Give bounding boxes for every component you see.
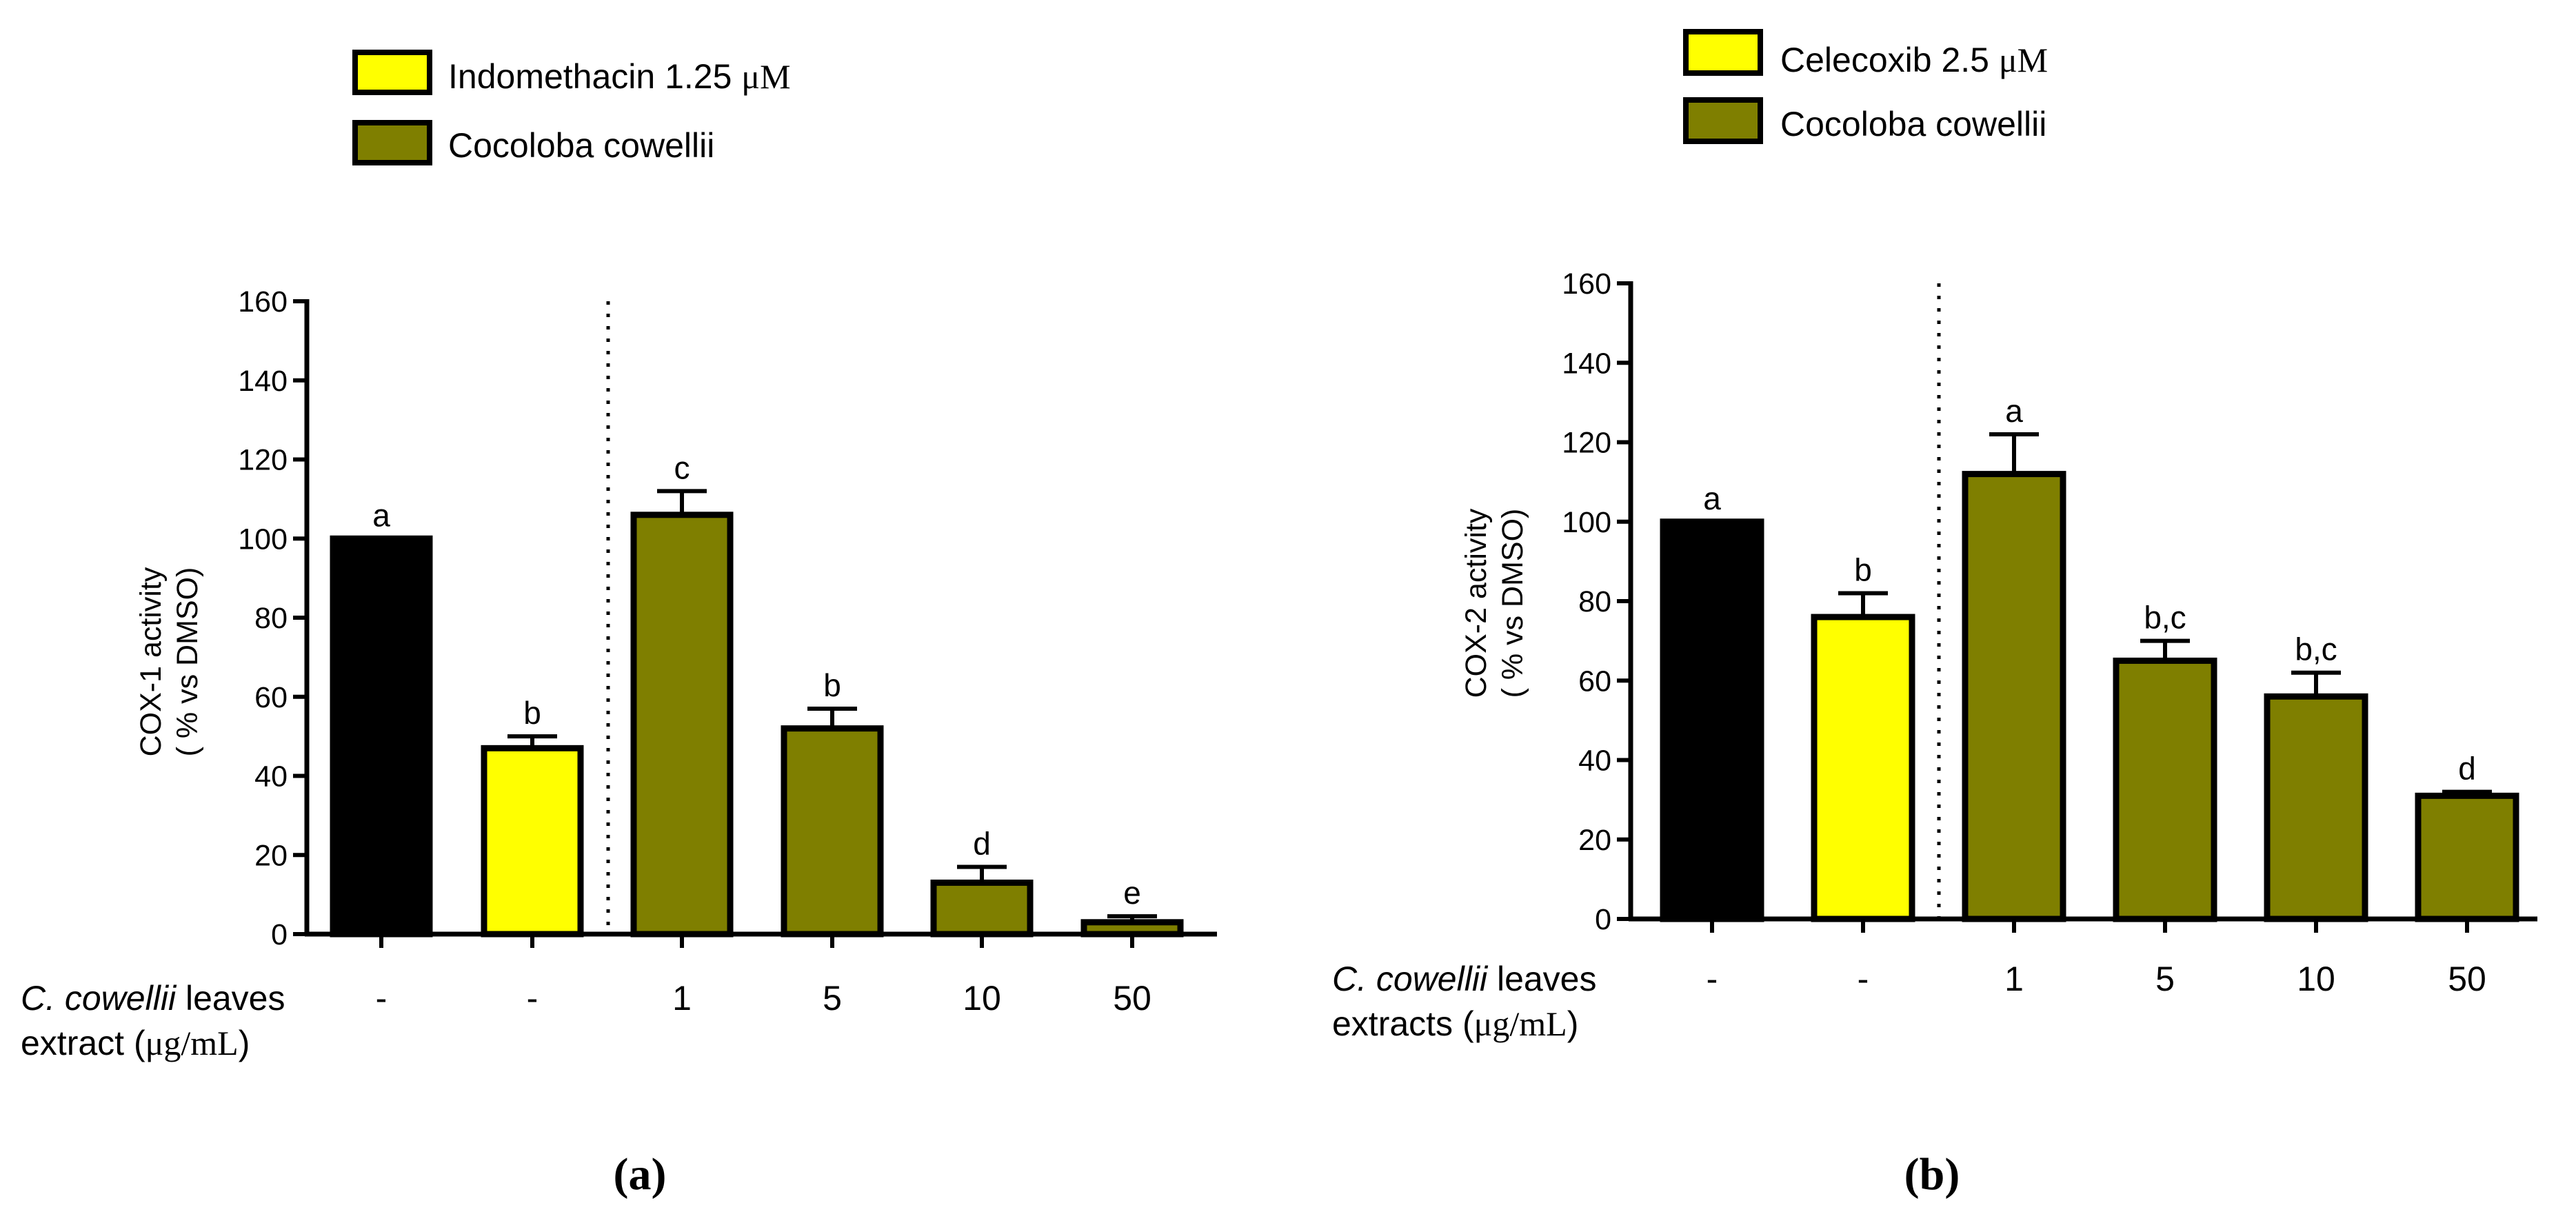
y-tick-label-b: 140 [1562, 347, 1611, 380]
bar-a [481, 745, 584, 938]
y-tick-label-a: 140 [238, 365, 288, 398]
significance-letter-b: d [2458, 751, 2476, 787]
legend-b-swatch-0 [1683, 29, 1763, 76]
x-tick-label-b: 50 [2448, 960, 2486, 998]
y-tick-label-b: 160 [1562, 267, 1611, 301]
significance-letter-a: a [372, 497, 390, 533]
x-tick-label-b: 5 [2155, 960, 2175, 998]
significance-letter-b: b,c [2144, 600, 2186, 636]
legend-b-label-0: Celecoxib 2.5 μM [1780, 41, 2048, 79]
legend-a: Indomethacin 1.25 μM Cocoloba cowellii [352, 50, 791, 165]
y-tick-label-a: 60 [254, 681, 288, 714]
bar-b [1811, 614, 1915, 922]
bar-a [930, 879, 1034, 938]
x-tick-label-a: 1 [672, 979, 692, 1018]
bar-a [781, 725, 884, 938]
x-axis-title-b-line2: extracts (μg/mL) [1332, 1004, 1578, 1043]
plot-area-a: 0 20 40 60 80 100 120 140 160 a - b - c 1 b 5 d 10 e 50 [238, 285, 1217, 1018]
y-axis-title-b-line2: ( % vs DMSO) [1496, 509, 1529, 698]
significance-letter-b: a [2005, 393, 2023, 429]
bar-b [1660, 518, 1764, 922]
x-tick-label-b: - [1707, 960, 1718, 998]
bar-b [2113, 657, 2217, 922]
bar-a [330, 535, 433, 938]
significance-letter-a: d [973, 825, 991, 861]
y-tick-label-a: 0 [271, 918, 288, 951]
panel-label-a: (a) [614, 1149, 667, 1200]
bar-b [2264, 693, 2368, 922]
y-tick-label-a: 160 [238, 285, 288, 318]
x-tick-label-a: - [527, 979, 539, 1018]
legend-a-label-1: Cocoloba cowellii [448, 126, 714, 165]
y-tick-label-b: 120 [1562, 427, 1611, 460]
significance-letter-a: c [674, 449, 690, 485]
significance-letter-b: b [1854, 552, 1872, 587]
panel-b: Celecoxib 2.5 μM Cocoloba cowellii COX-2… [1332, 29, 2537, 1200]
significance-letter-b: b,c [2295, 631, 2337, 667]
y-tick-label-a: 80 [254, 602, 288, 635]
y-tick-label-b: 20 [1578, 824, 1611, 857]
x-axis-title-b-line1: C. cowellii leaves [1332, 960, 1597, 998]
y-tick-label-b: 0 [1595, 903, 1611, 936]
panel-label-b: (b) [1904, 1149, 1960, 1200]
legend-a-swatch-0 [352, 50, 432, 95]
legend-a-swatch-1 [352, 120, 432, 165]
y-tick-label-a: 40 [254, 760, 288, 793]
y-axis-title-b-line1: COX-2 activity [1460, 508, 1493, 698]
legend-b-label-1: Cocoloba cowellii [1780, 105, 2046, 143]
y-tick-label-b: 60 [1578, 665, 1611, 698]
y-tick-label-a: 120 [238, 444, 288, 477]
y-tick-label-a: 100 [238, 523, 288, 556]
x-tick-label-a: 5 [823, 979, 842, 1018]
bar-a [630, 512, 734, 938]
y-axis-title-a-line1: COX-1 activity [134, 567, 168, 756]
x-axis-title-a-line2: extract (μg/mL) [21, 1024, 250, 1062]
y-tick-label-b: 40 [1578, 745, 1611, 778]
x-tick-label-a: 50 [1113, 979, 1151, 1018]
x-tick-label-b: - [1858, 960, 1869, 998]
x-tick-label-b: 10 [2297, 960, 2335, 998]
significance-letter-a: b [823, 667, 841, 703]
x-axis-title-a-line1: C. cowellii leaves [21, 979, 285, 1018]
significance-letter-b: a [1703, 480, 1721, 516]
y-axis-title-a-line2: ( % vs DMSO) [171, 567, 204, 757]
significance-letter-a: e [1123, 875, 1141, 911]
panel-a: Indomethacin 1.25 μM Cocoloba cowellii C… [21, 50, 1217, 1200]
significance-letter-a: b [523, 695, 541, 731]
bar-b [1962, 471, 2066, 922]
y-tick-label-a: 20 [254, 839, 288, 872]
x-tick-label-b: 1 [2004, 960, 2024, 998]
x-tick-label-a: 10 [963, 979, 1001, 1018]
y-tick-label-b: 80 [1578, 585, 1611, 618]
y-tick-label-b: 100 [1562, 506, 1611, 539]
plot-area-b: 0 20 40 60 80 100 120 140 160 a - b - a 1 b,c 5 b,c 10 d 50 [1562, 267, 2537, 998]
bar-b [2415, 792, 2519, 922]
legend-b: Celecoxib 2.5 μM Cocoloba cowellii [1683, 29, 2048, 144]
legend-b-swatch-1 [1683, 97, 1763, 144]
x-tick-label-a: - [376, 979, 388, 1018]
legend-a-label-0: Indomethacin 1.25 μM [448, 57, 791, 96]
